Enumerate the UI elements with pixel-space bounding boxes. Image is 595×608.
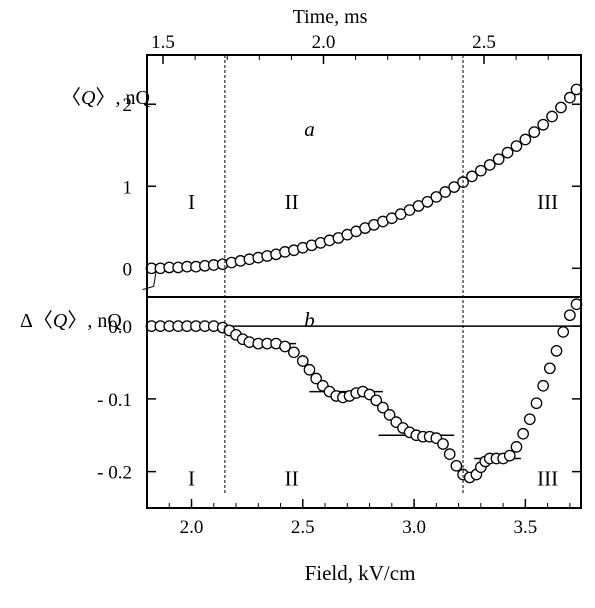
data-point-a: [528, 126, 541, 138]
data-point-b: [564, 309, 576, 322]
region-label-a: III: [537, 190, 558, 214]
data-point-b: [310, 372, 322, 385]
y-axis-label-b: Δ〈Q〉, nQ: [20, 310, 122, 332]
data-point-b: [537, 379, 550, 392]
data-point-a: [537, 118, 550, 131]
plot-frame: [146, 54, 582, 509]
y-tick-label-a: 0: [123, 259, 133, 280]
top-tick-label: 1.5: [151, 32, 175, 53]
data-point-a: [439, 186, 452, 198]
panel-b: 0.0- 0.1- 0.2Δ〈Q〉, nQ bI II III: [20, 298, 583, 490]
panel-label-b: b: [304, 308, 315, 332]
data-point-a: [555, 101, 567, 114]
data-point-b: [530, 397, 543, 410]
data-point-a: [564, 91, 576, 104]
x-tick-label: 3.5: [513, 517, 537, 538]
x-tick-label: 3.0: [402, 517, 426, 538]
data-point-b: [523, 413, 536, 426]
data-point-b: [296, 355, 309, 367]
data-point-b: [510, 441, 523, 453]
y-axis-label-a: 〈Q〉, nQ: [61, 87, 150, 109]
data-point-b: [557, 326, 570, 338]
data-point-b: [279, 340, 291, 353]
x-axis-label: Field, kV/cm: [305, 561, 416, 585]
data-point-b: [377, 401, 389, 414]
y-tick-label-a: 1: [123, 177, 133, 198]
region-label-b: I: [188, 466, 195, 490]
data-point-b: [437, 438, 449, 450]
y-tick-label-b: 0.0: [108, 317, 132, 338]
data-point-a: [501, 146, 514, 159]
panel-label-a: a: [304, 117, 315, 141]
data-point-a: [510, 140, 523, 152]
y-tick-label-b: - 0.2: [97, 463, 132, 484]
top-tick-label: 2.0: [312, 32, 336, 53]
shared-axes: Time, ms 1.5 2.0 2.5 2.0 2.5 3.0 3.5 Field, kV/c…: [146, 6, 582, 585]
region-label-b: III: [537, 466, 558, 490]
data-point-a: [492, 153, 505, 166]
top-axis-label: Time, ms: [293, 6, 368, 28]
data-point-a: [546, 110, 558, 123]
data-point-b: [383, 409, 396, 421]
data-point-a: [430, 191, 443, 203]
data-point-b: [550, 344, 563, 357]
data-point-b: [517, 427, 529, 440]
data-point-b: [543, 362, 556, 375]
region-label-a: II: [285, 190, 299, 214]
data-point-a: [483, 159, 496, 171]
data-point-b: [370, 394, 383, 407]
x-tick-label: 2.0: [180, 517, 204, 538]
data-point-b: [288, 346, 300, 359]
x-tick-label: 2.5: [291, 517, 315, 538]
y-tick-label-a: 2: [123, 95, 133, 116]
region-label-a: I: [188, 190, 195, 214]
data-point-a: [474, 164, 487, 177]
region-label-b: II: [285, 466, 299, 490]
data-point-a: [466, 170, 478, 183]
data-point-a: [448, 181, 460, 193]
data-point-b: [303, 363, 316, 376]
y-tick-label-b: - 0.1: [97, 390, 132, 411]
data-point-b: [503, 449, 516, 462]
top-tick-label: 2.5: [472, 32, 496, 53]
leader-line: [142, 272, 157, 291]
data-point-b: [443, 448, 456, 461]
data-point-a: [519, 133, 532, 146]
data-point-a: [421, 195, 434, 208]
data-point-b: [450, 459, 463, 472]
